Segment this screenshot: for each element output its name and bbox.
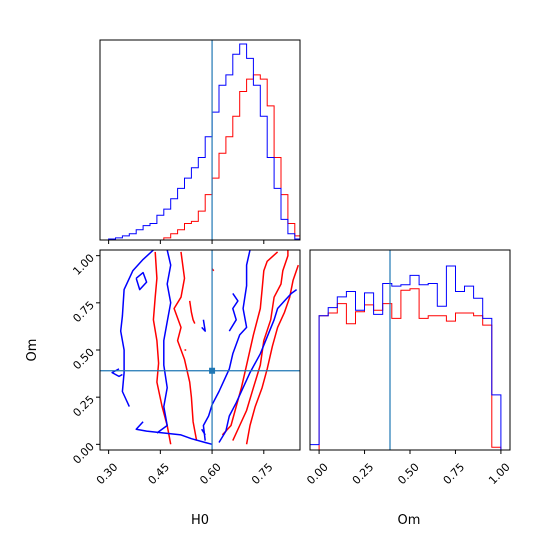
red-contour-2 [221, 251, 279, 436]
blue-contour-3 [135, 421, 213, 446]
joint-contours [111, 250, 300, 446]
joint-frame [99, 249, 301, 451]
red-contour-5 [188, 300, 196, 324]
h0-marginal-ticks [108, 240, 265, 244]
joint-x-tick-label-2: 0.60 [197, 461, 224, 488]
joint-x-tick-label-3: 0.75 [249, 461, 276, 488]
om-x-tick-label-2: 0.50 [395, 461, 422, 488]
joint-y-tick-label-1: 0.25 [70, 393, 97, 420]
joint-y-tick-label-3: 0.75 [70, 299, 97, 326]
joint-x-tick-label-0: 0.30 [94, 461, 121, 488]
red-contour-0 [152, 251, 172, 445]
blue-contour-6 [218, 288, 298, 443]
joint-y-tick-label-0: 0.00 [70, 440, 97, 467]
om-x-tick-label-4: 1.00 [486, 461, 513, 488]
h0-marginal-panel [99, 39, 301, 244]
blue-contour-5 [202, 250, 251, 441]
blue-contour-2 [111, 368, 123, 378]
om-x-ticks: 0.00 0.25 0.50 0.75 1.00 [304, 450, 513, 488]
blue-contour-8 [201, 319, 206, 332]
joint-x-tick-label-1: 0.45 [146, 461, 173, 488]
om-histograms [310, 265, 510, 450]
y-axis-title-om: Om [25, 339, 40, 362]
red-contour-1 [173, 251, 198, 441]
joint-panel: 0.30 0.45 0.60 0.75 0.00 0.25 0.50 0.75 1.00 [70, 249, 301, 487]
om-marginal-panel: 0.00 0.25 0.50 0.75 1.00 [304, 249, 513, 488]
h0-marginal-frame [99, 39, 301, 241]
om-hist-blue [310, 265, 510, 450]
joint-truth-point [209, 367, 216, 374]
joint-y-tick-label-2: 0.50 [70, 346, 97, 373]
h0-histograms [108, 43, 300, 240]
om-hist-red [310, 288, 510, 450]
blue-contour-9 [201, 428, 206, 436]
x-axis-title-h0: H0 [191, 513, 209, 528]
om-x-tick-label-3: 0.75 [441, 461, 468, 488]
blue-contour-1 [135, 271, 148, 291]
red-contour-3 [232, 250, 289, 441]
om-x-tick-label-1: 0.25 [350, 461, 377, 488]
joint-x-ticks: 0.30 0.45 0.60 0.75 [94, 450, 276, 487]
joint-y-ticks: 0.00 0.25 0.50 0.75 1.00 [70, 251, 100, 467]
x-axis-title-om: Om [398, 513, 421, 528]
joint-y-tick-label-4: 1.00 [70, 251, 97, 278]
red-contour-4 [245, 264, 300, 445]
blue-contour-7 [228, 292, 239, 332]
h0-hist-blue [108, 43, 300, 240]
om-x-tick-label-0: 0.00 [304, 461, 331, 488]
blue-contour-0 [119, 250, 154, 407]
blue-contour-4 [156, 250, 172, 434]
